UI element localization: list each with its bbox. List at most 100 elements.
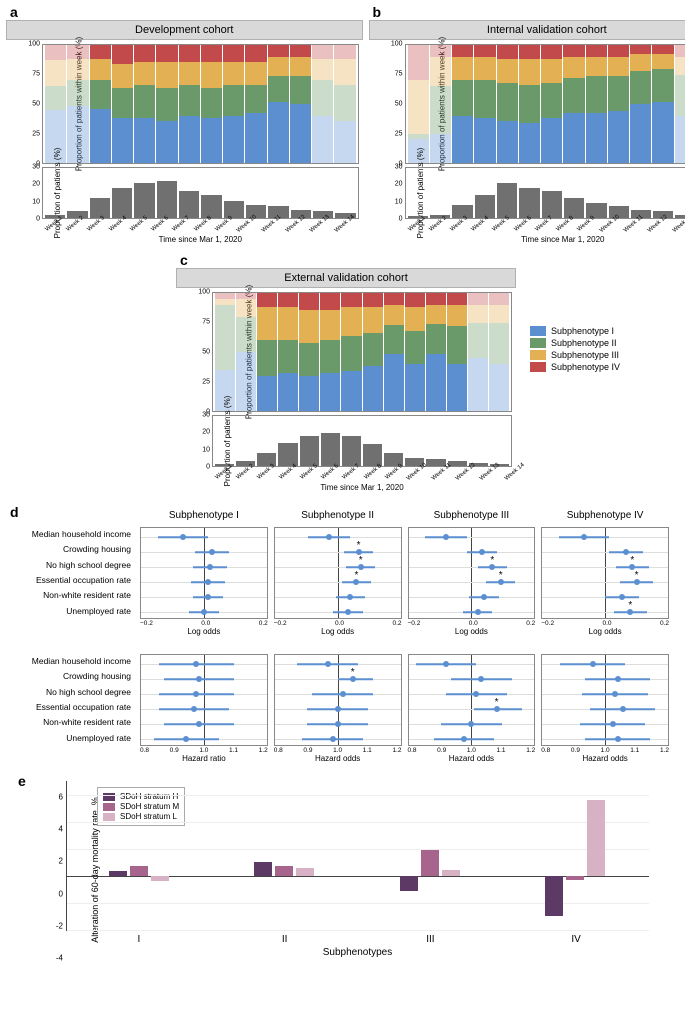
e-bar xyxy=(109,871,127,876)
stacked-bar xyxy=(452,45,473,163)
stacked-segment xyxy=(652,69,673,102)
stacked-bar xyxy=(290,45,311,163)
stacked-segment xyxy=(541,118,562,163)
stacked-segment xyxy=(179,45,200,62)
e-legend-swatch xyxy=(103,803,115,811)
stacked-bar xyxy=(312,45,333,163)
stacked-bar xyxy=(112,45,133,163)
forest-x-tick: 0.2 xyxy=(392,620,401,627)
e-legend-item: SDoH stratum M xyxy=(103,802,179,811)
legend-swatch xyxy=(530,362,546,372)
stacked-segment xyxy=(156,62,177,88)
stacked-bar xyxy=(45,45,66,163)
stacked-bar xyxy=(519,45,540,163)
stacked-segment xyxy=(223,116,244,163)
y-tick: 10 xyxy=(395,198,403,205)
stacked-segment xyxy=(45,60,66,86)
stacked-segment xyxy=(430,134,451,164)
stacked-bar xyxy=(90,45,111,163)
stacked-segment xyxy=(468,323,488,358)
y-tick: 50 xyxy=(202,349,210,356)
stacked-segment xyxy=(201,62,222,88)
y-tick: 0 xyxy=(399,216,403,223)
d-row-label: Non-white resident rate xyxy=(12,718,134,727)
panel-a-label: a xyxy=(10,4,18,20)
stacked-segment xyxy=(312,59,333,80)
forest-x-tick: −0.2 xyxy=(541,620,554,627)
stacked-segment xyxy=(652,54,673,68)
forest-x-tick: 1.1 xyxy=(497,747,506,754)
panel-b-hist xyxy=(405,167,685,219)
d-row-label: Unemployed rate xyxy=(12,734,134,743)
stacked-segment xyxy=(67,106,88,163)
stacked-segment xyxy=(408,45,429,80)
e-y-tick: 0 xyxy=(59,889,63,898)
e-bar xyxy=(587,800,605,876)
x-title-a: Time since Mar 1, 2020 xyxy=(42,235,359,244)
stacked-segment xyxy=(236,317,256,352)
stacked-segment xyxy=(341,293,361,307)
y-tick: 25 xyxy=(202,379,210,386)
forest-x-tick: 1.2 xyxy=(392,747,401,754)
stacked-segment xyxy=(90,109,111,163)
stacked-segment xyxy=(430,86,451,133)
hist-bar xyxy=(201,195,221,218)
forest-x-tick: 1.0 xyxy=(333,747,342,754)
stacked-y-ticks-a: 0255075100 xyxy=(24,44,40,164)
hist-bar xyxy=(342,436,361,466)
legend-swatch xyxy=(530,326,546,336)
x-labels-a: Week 1Week 2Week 3Week 4Week 5Week 6Week… xyxy=(42,221,359,227)
y-tick: 50 xyxy=(395,101,403,108)
hist-y-ticks-c: 0102030 xyxy=(194,415,210,467)
stacked-bar xyxy=(134,45,155,163)
stacked-segment xyxy=(586,76,607,114)
e-bar xyxy=(400,876,418,891)
y-tick: 30 xyxy=(32,164,40,171)
stacked-bar xyxy=(299,293,319,411)
stacked-segment xyxy=(426,324,446,355)
d-col-title xyxy=(541,648,669,650)
forest-dot xyxy=(180,534,186,540)
forest-x-tick: 0.8 xyxy=(408,747,417,754)
hist-y-ticks-a: 0102030 xyxy=(24,167,40,219)
stacked-segment xyxy=(312,45,333,59)
stacked-segment xyxy=(334,59,355,85)
e-y-tick: 2 xyxy=(59,857,63,866)
stacked-segment xyxy=(223,45,244,62)
stacked-segment xyxy=(452,116,473,163)
forest-dot xyxy=(205,594,211,600)
x-labels-b: Week 1Week 2Week 3Week 4Week 5Week 6Week… xyxy=(405,221,685,227)
panel-d-label: d xyxy=(10,504,19,520)
stacked-bar xyxy=(497,45,518,163)
e-y-tick: 4 xyxy=(59,825,63,834)
e-x-label: IV xyxy=(503,934,649,945)
stacked-segment xyxy=(112,88,133,119)
hist-bar xyxy=(542,191,562,218)
e-y-tick: -4 xyxy=(56,954,63,963)
stacked-segment xyxy=(156,45,177,62)
e-chart: SDoH stratum HSDoH stratum MSDoH stratum… xyxy=(66,781,649,931)
panel-c-label: c xyxy=(180,252,188,268)
y-tick: 30 xyxy=(395,164,403,171)
stacked-segment xyxy=(156,88,177,121)
legend-label: Subphenotype III xyxy=(551,350,619,360)
panel-a: a Development cohort Proportion of patie… xyxy=(6,6,363,244)
e-bar xyxy=(545,876,563,917)
stacked-segment xyxy=(541,45,562,59)
stacked-bar xyxy=(608,45,629,163)
stacked-segment xyxy=(299,343,319,376)
stacked-segment xyxy=(134,45,155,62)
e-legend-label: SDoH stratum H xyxy=(120,792,178,801)
forest-dot xyxy=(183,736,189,742)
stacked-segment xyxy=(489,305,509,323)
stacked-segment xyxy=(675,57,685,75)
forest-plot: *** xyxy=(541,527,669,619)
forest-dot xyxy=(610,721,616,727)
panel-b: b Internal validation cohort Proportion … xyxy=(369,6,685,244)
stacked-segment xyxy=(341,307,361,335)
stacked-bar xyxy=(67,45,88,163)
forest-plot xyxy=(541,654,669,746)
forest-x-tick: 0.2 xyxy=(660,620,669,627)
d-row-label: Crowding housing xyxy=(12,672,134,681)
stacked-segment xyxy=(215,305,235,370)
